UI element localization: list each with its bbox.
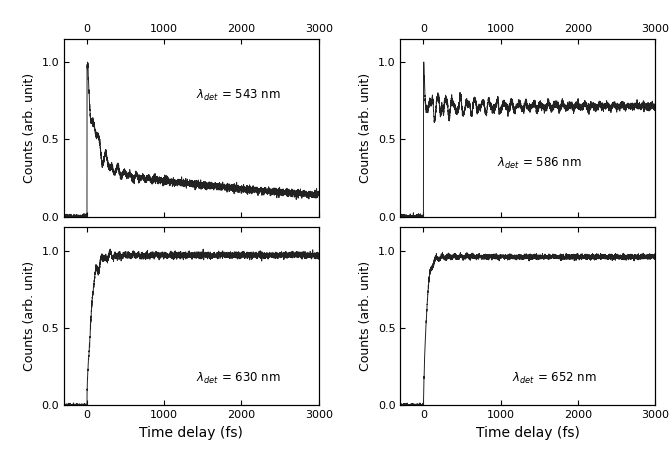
Text: $\lambda_{det}$ = 630 nm: $\lambda_{det}$ = 630 nm (196, 371, 281, 386)
Text: $\lambda_{det}$ = 543 nm: $\lambda_{det}$ = 543 nm (196, 88, 281, 104)
Y-axis label: Counts (arb. unit): Counts (arb. unit) (23, 262, 36, 371)
X-axis label: Time delay (fs): Time delay (fs) (476, 426, 580, 440)
Y-axis label: Counts (arb. unit): Counts (arb. unit) (360, 262, 372, 371)
X-axis label: Time delay (fs): Time delay (fs) (139, 426, 243, 440)
Text: $\lambda_{det}$ = 652 nm: $\lambda_{det}$ = 652 nm (513, 371, 597, 386)
Y-axis label: Counts (arb. unit): Counts (arb. unit) (23, 73, 36, 183)
Text: $\lambda_{det}$ = 586 nm: $\lambda_{det}$ = 586 nm (497, 156, 582, 171)
Y-axis label: Counts (arb. unit): Counts (arb. unit) (360, 73, 372, 183)
